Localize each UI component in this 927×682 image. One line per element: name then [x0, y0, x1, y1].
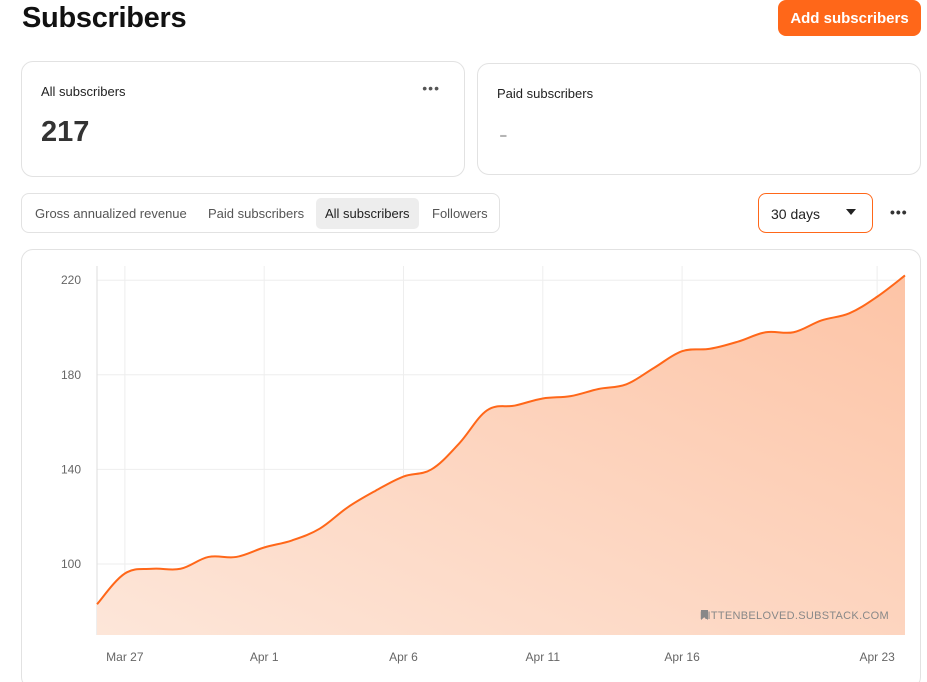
x-tick-label: Apr 16	[664, 650, 700, 664]
more-horizontal-icon[interactable]: •••	[890, 204, 908, 220]
range-select[interactable]: 30 days	[758, 193, 873, 233]
y-tick-label: 140	[61, 462, 81, 476]
tab-gross-annualized-revenue[interactable]: Gross annualized revenue	[35, 206, 187, 221]
chart-watermark: KITTENBELOVED.SUBSTACK.COM	[700, 610, 889, 622]
y-tick-label: 220	[61, 273, 81, 287]
subscribers-chart-card: 100 140 180 220 Mar 27 Apr 1 Apr 6 Apr 11 Apr 16…	[21, 249, 921, 682]
all-subscribers-value: 217	[41, 116, 90, 148]
page-title: Subscribers	[22, 2, 187, 34]
add-subscribers-button[interactable]: Add subscribers	[778, 0, 921, 36]
all-subscribers-card: All subscribers ••• 217	[21, 61, 465, 177]
paid-subscribers-label: Paid subscribers	[497, 86, 594, 101]
subscribers-chart: 100 140 180 220 Mar 27 Apr 1 Apr 6 Apr 11 Apr 16…	[61, 266, 906, 664]
paid-subscribers-value: -	[499, 119, 508, 149]
metric-tabs: Gross annualized revenue Paid subscriber…	[21, 193, 500, 233]
x-tick-label: Apr 1	[250, 650, 279, 664]
series-line	[96, 274, 906, 605]
series-area	[97, 275, 905, 635]
paid-subscribers-card: Paid subscribers -	[477, 63, 921, 175]
tab-paid-subscribers[interactable]: Paid subscribers	[208, 206, 305, 221]
range-select-value: 30 days	[771, 206, 821, 222]
x-tick-label: Mar 27	[106, 650, 144, 664]
tab-followers[interactable]: Followers	[432, 206, 488, 221]
tab-all-subscribers[interactable]: All subscribers	[316, 198, 419, 229]
y-tick-label: 180	[61, 368, 81, 382]
x-tick-label: Apr 6	[389, 650, 418, 664]
caret-down-icon	[846, 209, 856, 215]
bookmark-icon	[701, 610, 708, 620]
all-subscribers-label: All subscribers	[41, 84, 126, 99]
y-tick-label: 100	[61, 557, 81, 571]
x-tick-label: Apr 11	[526, 650, 561, 664]
x-tick-label: Apr 23	[859, 650, 895, 664]
more-horizontal-icon[interactable]: •••	[422, 80, 440, 96]
